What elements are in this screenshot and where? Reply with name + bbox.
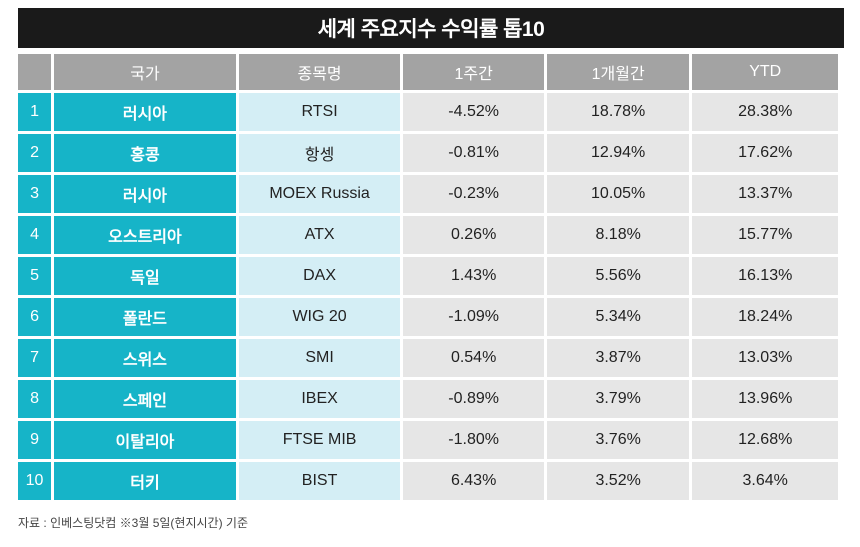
table-row: 4 오스트리아 ATX 0.26% 8.18% 15.77% bbox=[18, 216, 838, 254]
month-return-cell: 10.05% bbox=[546, 175, 690, 213]
month-return-cell: 3.76% bbox=[546, 421, 690, 459]
table-row: 3 러시아 MOEX Russia -0.23% 10.05% 13.37% bbox=[18, 175, 838, 213]
header-month: 1개월간 bbox=[546, 54, 690, 90]
index-name-cell: ATX bbox=[238, 216, 401, 254]
table-row: 10 터키 BIST 6.43% 3.52% 3.64% bbox=[18, 462, 838, 500]
index-name-cell: SMI bbox=[238, 339, 401, 377]
table-row: 2 홍콩 항셍 -0.81% 12.94% 17.62% bbox=[18, 134, 838, 172]
header-country: 국가 bbox=[54, 54, 236, 90]
ytd-return-cell: 28.38% bbox=[692, 93, 838, 131]
week-return-cell: 6.43% bbox=[403, 462, 544, 500]
header-row: 국가 종목명 1주간 1개월간 YTD bbox=[18, 54, 838, 90]
table-row: 6 폴란드 WIG 20 -1.09% 5.34% 18.24% bbox=[18, 298, 838, 336]
header-ytd: YTD bbox=[692, 54, 838, 90]
month-return-cell: 12.94% bbox=[546, 134, 690, 172]
rank-cell: 4 bbox=[18, 216, 52, 254]
country-cell: 홍콩 bbox=[54, 134, 236, 172]
index-name-cell: DAX bbox=[238, 257, 401, 295]
index-name-cell: WIG 20 bbox=[238, 298, 401, 336]
week-return-cell: -1.09% bbox=[403, 298, 544, 336]
country-cell: 오스트리아 bbox=[54, 216, 236, 254]
ytd-return-cell: 13.37% bbox=[692, 175, 838, 213]
country-cell: 폴란드 bbox=[54, 298, 236, 336]
table-row: 9 이탈리아 FTSE MIB -1.80% 3.76% 12.68% bbox=[18, 421, 838, 459]
week-return-cell: -4.52% bbox=[403, 93, 544, 131]
table-row: 7 스위스 SMI 0.54% 3.87% 13.03% bbox=[18, 339, 838, 377]
header-week: 1주간 bbox=[403, 54, 544, 90]
header-rank bbox=[18, 54, 52, 90]
week-return-cell: 1.43% bbox=[403, 257, 544, 295]
rank-cell: 7 bbox=[18, 339, 52, 377]
month-return-cell: 5.34% bbox=[546, 298, 690, 336]
index-returns-table: 국가 종목명 1주간 1개월간 YTD 1 러시아 RTSI -4.52% 18.78%… bbox=[15, 51, 841, 503]
ytd-return-cell: 17.62% bbox=[692, 134, 838, 172]
month-return-cell: 3.52% bbox=[546, 462, 690, 500]
rank-cell: 5 bbox=[18, 257, 52, 295]
rank-cell: 10 bbox=[18, 462, 52, 500]
country-cell: 독일 bbox=[54, 257, 236, 295]
rank-cell: 8 bbox=[18, 380, 52, 418]
rank-cell: 2 bbox=[18, 134, 52, 172]
week-return-cell: -1.80% bbox=[403, 421, 544, 459]
table-title: 세계 주요지수 수익률 톱10 bbox=[18, 8, 844, 48]
ytd-return-cell: 12.68% bbox=[692, 421, 838, 459]
table-row: 1 러시아 RTSI -4.52% 18.78% 28.38% bbox=[18, 93, 838, 131]
month-return-cell: 3.79% bbox=[546, 380, 690, 418]
month-return-cell: 8.18% bbox=[546, 216, 690, 254]
ytd-return-cell: 18.24% bbox=[692, 298, 838, 336]
table-row: 5 독일 DAX 1.43% 5.56% 16.13% bbox=[18, 257, 838, 295]
index-name-cell: IBEX bbox=[238, 380, 401, 418]
index-name-cell: FTSE MIB bbox=[238, 421, 401, 459]
rank-cell: 9 bbox=[18, 421, 52, 459]
ytd-return-cell: 13.96% bbox=[692, 380, 838, 418]
index-name-cell: 항셍 bbox=[238, 134, 401, 172]
ytd-return-cell: 3.64% bbox=[692, 462, 838, 500]
country-cell: 러시아 bbox=[54, 175, 236, 213]
rank-cell: 3 bbox=[18, 175, 52, 213]
month-return-cell: 18.78% bbox=[546, 93, 690, 131]
ytd-return-cell: 13.03% bbox=[692, 339, 838, 377]
index-name-cell: BIST bbox=[238, 462, 401, 500]
week-return-cell: 0.26% bbox=[403, 216, 544, 254]
week-return-cell: -0.23% bbox=[403, 175, 544, 213]
month-return-cell: 3.87% bbox=[546, 339, 690, 377]
table-row: 8 스페인 IBEX -0.89% 3.79% 13.96% bbox=[18, 380, 838, 418]
country-cell: 러시아 bbox=[54, 93, 236, 131]
week-return-cell: -0.89% bbox=[403, 380, 544, 418]
country-cell: 이탈리아 bbox=[54, 421, 236, 459]
ytd-return-cell: 16.13% bbox=[692, 257, 838, 295]
rank-cell: 1 bbox=[18, 93, 52, 131]
month-return-cell: 5.56% bbox=[546, 257, 690, 295]
week-return-cell: -0.81% bbox=[403, 134, 544, 172]
country-cell: 스위스 bbox=[54, 339, 236, 377]
index-name-cell: MOEX Russia bbox=[238, 175, 401, 213]
rank-cell: 6 bbox=[18, 298, 52, 336]
country-cell: 터키 bbox=[54, 462, 236, 500]
source-note: 자료 : 인베스팅닷컴 ※3월 5일(현지시간) 기준 bbox=[18, 516, 248, 530]
week-return-cell: 0.54% bbox=[403, 339, 544, 377]
ytd-return-cell: 15.77% bbox=[692, 216, 838, 254]
header-index: 종목명 bbox=[238, 54, 401, 90]
index-name-cell: RTSI bbox=[238, 93, 401, 131]
country-cell: 스페인 bbox=[54, 380, 236, 418]
